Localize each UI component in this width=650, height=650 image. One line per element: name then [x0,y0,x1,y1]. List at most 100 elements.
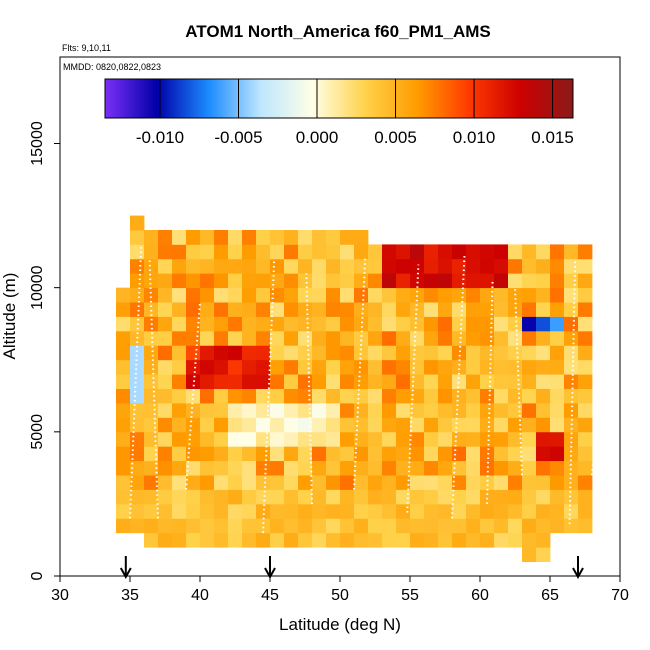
heatmap-cell [368,316,383,332]
heatmap-cell [284,330,299,346]
heatmap-cell [382,287,397,303]
heatmap-cell [270,345,285,361]
heatmap-cell [480,532,495,548]
heatmap-cell [382,532,397,548]
heatmap-cell [396,302,411,317]
heatmap-cell [480,359,495,375]
heatmap-cell [550,244,565,260]
heatmap-cell [214,417,229,433]
heatmap-cell [158,431,173,447]
heatmap-cell [480,518,495,534]
heatmap-cell [326,475,341,490]
heatmap-cell [256,302,271,317]
heatmap-cell [494,374,509,389]
heatmap-cell [354,532,369,548]
heatmap-cell [396,446,411,462]
heatmap-cell [256,316,271,332]
heatmap-cell [144,475,159,490]
heatmap-cell [368,446,383,462]
heatmap-cell [284,273,299,289]
heatmap-cell [382,518,397,534]
heatmap-cell [228,388,243,404]
heatmap-cell [410,460,425,476]
heatmap-cell [312,287,327,303]
heatmap-cell [172,518,187,534]
heatmap-cell [466,503,481,519]
heatmap-cell [578,518,593,534]
heatmap-cell [270,489,285,505]
heatmap-cell [214,330,229,346]
heatmap-cell [270,316,285,332]
heatmap-cell [550,489,565,505]
heatmap-cell [298,460,313,476]
heatmap-cell [172,475,187,490]
heatmap-cell [466,431,481,447]
heatmap-cell [494,316,509,332]
heatmap-cell [158,273,173,289]
heatmap-cell [256,403,271,418]
heatmap-cell [242,273,257,289]
heatmap-cell [130,518,145,534]
heatmap-cell [424,287,439,303]
heatmap-cell [256,446,271,462]
heatmap-cell [536,244,551,260]
heatmap-cell [508,330,523,346]
heatmap-cell [298,244,313,260]
heatmap-cell [368,374,383,389]
heatmap-cell [214,287,229,303]
heatmap-cell [578,316,593,332]
heatmap-cell [494,431,509,447]
x-tick-label: 60 [471,587,489,604]
heatmap-cell [256,230,271,245]
heatmap-cell [438,244,453,260]
heatmap-cell [396,460,411,476]
flight-track [486,278,494,504]
heatmap-cell [564,503,579,519]
heatmap-cell [340,273,355,289]
heatmap-cell [312,230,327,245]
heatmap-cell [186,244,201,260]
heatmap-cell [452,359,467,375]
heatmap-cell [116,431,131,447]
heatmap-cell [200,503,215,519]
heatmap-cell [410,244,425,260]
heatmap-cell [144,359,159,375]
heatmap-cell [200,446,215,462]
heatmap-cell [396,359,411,375]
heatmap-cell [536,258,551,274]
heatmap-cell [536,403,551,418]
heatmap-cell [200,359,215,375]
heatmap-cell [424,417,439,433]
heatmap-cell [312,532,327,548]
heatmap-cell [368,417,383,433]
heatmap-cell [382,403,397,418]
heatmap-cell [326,330,341,346]
heatmap-cell [382,460,397,476]
heatmap-cell [326,503,341,519]
heatmap-cell [578,287,593,303]
heatmap-cell [396,388,411,404]
heatmap-cell [438,403,453,418]
heatmap-cell [340,316,355,332]
heatmap-cell [130,273,145,289]
heatmap-cell [382,388,397,404]
heatmap-cell [326,460,341,476]
y-axis-label: Altitude (m) [0,273,19,360]
heatmap-cell [326,518,341,534]
heatmap-cell [452,475,467,490]
x-tick-label: 45 [261,587,279,604]
heatmap-cell [564,330,579,346]
heatmap-cell [326,417,341,433]
heatmap-cell [522,503,537,519]
heatmap-cell [284,518,299,534]
heatmap-cell [228,403,243,418]
heatmap-cell [214,230,229,245]
heatmap-cell [242,475,257,490]
heatmap-cell [200,302,215,317]
heatmap-cell [396,532,411,548]
heatmap-cell [270,273,285,289]
heatmap-cell [396,287,411,303]
heatmap-cell [410,388,425,404]
heatmap-cell [578,431,593,447]
heatmap-cell [368,287,383,303]
